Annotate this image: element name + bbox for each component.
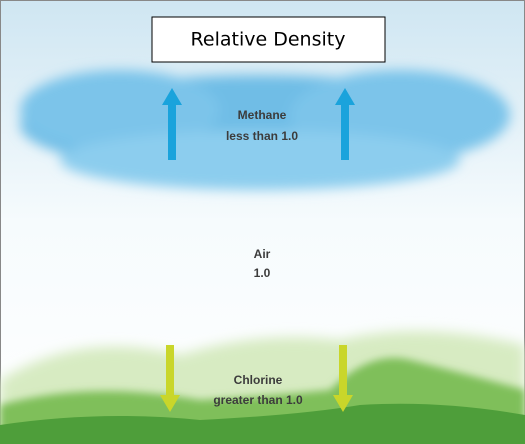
gas-density: 1.0: [254, 266, 271, 280]
gas-density: greater than 1.0: [213, 393, 303, 407]
gas-name: Air: [254, 247, 271, 261]
gas-name: Methane: [238, 108, 287, 122]
gas-density: less than 1.0: [226, 129, 298, 143]
title: Relative Density: [191, 29, 346, 51]
gas-name: Chlorine: [234, 373, 283, 387]
diagram: Relative Density Methane less than 1.0 A…: [0, 0, 525, 444]
